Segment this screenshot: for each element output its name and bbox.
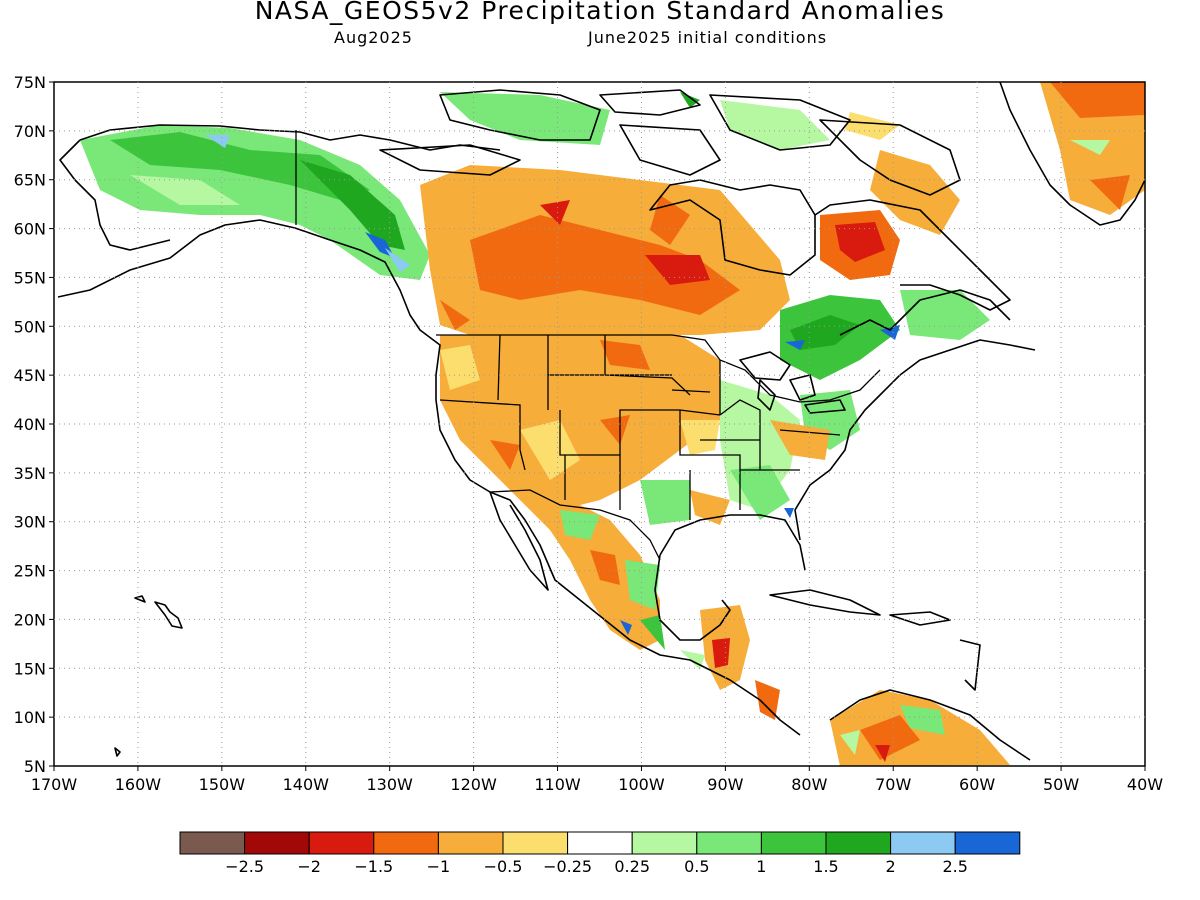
lat-label: 35N bbox=[14, 464, 46, 483]
colorbar-label: −0.5 bbox=[484, 857, 523, 876]
colorbar-labels: −2.5 −2 −1.5 −1 −0.5 −0.25 0.25 0.5 1 1.5 2 2.5 bbox=[225, 857, 968, 876]
lon-label: 160W bbox=[115, 775, 162, 794]
map-title: NASA_GEOS5v2 Precipitation Standard Anom… bbox=[254, 0, 946, 25]
colorbar-label: 1 bbox=[756, 857, 766, 876]
colorbar-label: 0.25 bbox=[614, 857, 650, 876]
lat-label: 15N bbox=[14, 659, 46, 678]
colorbar-swatch bbox=[825, 831, 892, 855]
lon-label: 90W bbox=[707, 775, 743, 794]
lat-label: 70N bbox=[14, 122, 46, 141]
lon-label: 130W bbox=[367, 775, 414, 794]
lon-label: 70W bbox=[875, 775, 911, 794]
colorbar-swatch bbox=[437, 831, 504, 855]
lon-label: 150W bbox=[199, 775, 246, 794]
colorbar-swatch bbox=[890, 831, 956, 855]
lon-label: 170W bbox=[31, 775, 78, 794]
valid-month: Aug2025 bbox=[334, 28, 413, 47]
lat-label: 75N bbox=[14, 73, 46, 92]
colorbar-swatch bbox=[696, 831, 762, 855]
latitude-labels: 75N 70N 65N 60N 55N 50N 45N 40N 35N 30N 25N 20N 15N 1… bbox=[14, 73, 46, 776]
colorbar-label: 1.5 bbox=[813, 857, 838, 876]
colorbar-label: −2.5 bbox=[225, 857, 264, 876]
lat-label: 10N bbox=[14, 708, 46, 727]
colorbar-swatch bbox=[567, 831, 633, 855]
lat-label: 25N bbox=[14, 562, 46, 581]
coastlines bbox=[57, 82, 1145, 761]
political-borders bbox=[295, 130, 881, 561]
initial-conditions: June2025 initial conditions bbox=[588, 28, 828, 47]
colorbar-label: −1.5 bbox=[354, 857, 393, 876]
lon-label: 110W bbox=[534, 775, 581, 794]
colorbar-swatch bbox=[179, 831, 246, 855]
lat-label: 5N bbox=[24, 757, 46, 776]
colorbar-label: 2 bbox=[886, 857, 896, 876]
lat-label: 40N bbox=[14, 415, 46, 434]
lon-label: 140W bbox=[283, 775, 330, 794]
colorbar-swatch bbox=[373, 831, 439, 855]
graticule bbox=[49, 81, 1146, 771]
colorbar bbox=[179, 831, 1021, 855]
colorbar-swatch bbox=[308, 831, 375, 855]
colorbar-label: 2.5 bbox=[942, 857, 967, 876]
colorbar-swatch bbox=[244, 831, 310, 855]
lon-label: 120W bbox=[450, 775, 497, 794]
colorbar-label: −0.25 bbox=[543, 857, 592, 876]
colorbar-label: −1 bbox=[427, 857, 451, 876]
colorbar-label: 0.5 bbox=[684, 857, 709, 876]
colorbar-swatch bbox=[502, 831, 569, 855]
lat-label: 60N bbox=[14, 220, 46, 239]
lat-label: 30N bbox=[14, 513, 46, 532]
anomaly-shading bbox=[80, 82, 1145, 766]
lat-label: 20N bbox=[14, 610, 46, 629]
colorbar-swatch bbox=[631, 831, 698, 855]
colorbar-swatch bbox=[954, 831, 1021, 855]
colorbar-swatch bbox=[760, 831, 827, 855]
lon-label: 40W bbox=[1127, 775, 1163, 794]
lon-label: 80W bbox=[791, 775, 827, 794]
lon-label: 100W bbox=[618, 775, 665, 794]
longitude-labels: 170W 160W 150W 140W 130W 120W 110W 100W 90W 80W 70… bbox=[31, 775, 1163, 794]
lat-label: 50N bbox=[14, 317, 46, 336]
lat-label: 55N bbox=[14, 268, 46, 287]
lon-label: 60W bbox=[959, 775, 995, 794]
lat-label: 45N bbox=[14, 366, 46, 385]
lat-label: 65N bbox=[14, 171, 46, 190]
colorbar-label: −2 bbox=[297, 857, 321, 876]
lon-label: 50W bbox=[1043, 775, 1079, 794]
